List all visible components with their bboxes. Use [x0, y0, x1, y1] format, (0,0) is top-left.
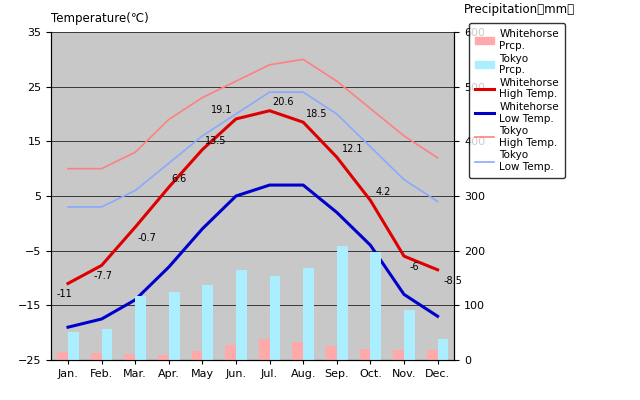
Text: -11: -11	[57, 289, 72, 299]
Bar	[292, 342, 303, 360]
Bar	[158, 355, 169, 360]
Bar	[259, 339, 269, 360]
Bar	[124, 354, 135, 360]
Text: Precipitation（mm）: Precipitation（mm）	[464, 3, 575, 16]
Bar	[236, 270, 247, 360]
Text: -0.7: -0.7	[138, 233, 157, 243]
Bar	[135, 296, 146, 360]
Text: -7.7: -7.7	[93, 271, 112, 281]
Text: 4.2: 4.2	[376, 187, 391, 197]
Text: 20.6: 20.6	[273, 97, 294, 107]
Bar	[91, 354, 102, 360]
Bar	[225, 345, 236, 360]
Legend: Whitehorse
Prcp., Tokyo
Prcp., Whitehorse
High Temp., Whitehorse
Low Temp., Toky: Whitehorse Prcp., Tokyo Prcp., Whitehors…	[469, 23, 565, 178]
Bar	[191, 351, 202, 360]
Bar	[57, 352, 68, 360]
Bar	[371, 252, 381, 360]
Bar	[269, 276, 280, 360]
Text: 6.6: 6.6	[172, 174, 187, 184]
Text: 18.5: 18.5	[306, 109, 328, 119]
Bar	[326, 346, 337, 360]
Bar	[404, 310, 415, 360]
Bar	[427, 350, 438, 360]
Bar	[438, 339, 449, 360]
Bar	[337, 246, 348, 360]
Bar	[393, 350, 404, 360]
Bar	[102, 329, 113, 360]
Text: 12.1: 12.1	[342, 144, 364, 154]
Bar	[303, 268, 314, 360]
Text: -8.5: -8.5	[443, 276, 462, 286]
Bar	[202, 284, 213, 360]
Text: 19.1: 19.1	[211, 105, 232, 115]
Bar	[68, 332, 79, 360]
Text: -6: -6	[410, 262, 419, 272]
Text: Temperature(℃): Temperature(℃)	[51, 12, 149, 26]
Bar	[169, 292, 180, 360]
Bar	[360, 348, 371, 360]
Text: 13.5: 13.5	[205, 136, 227, 146]
